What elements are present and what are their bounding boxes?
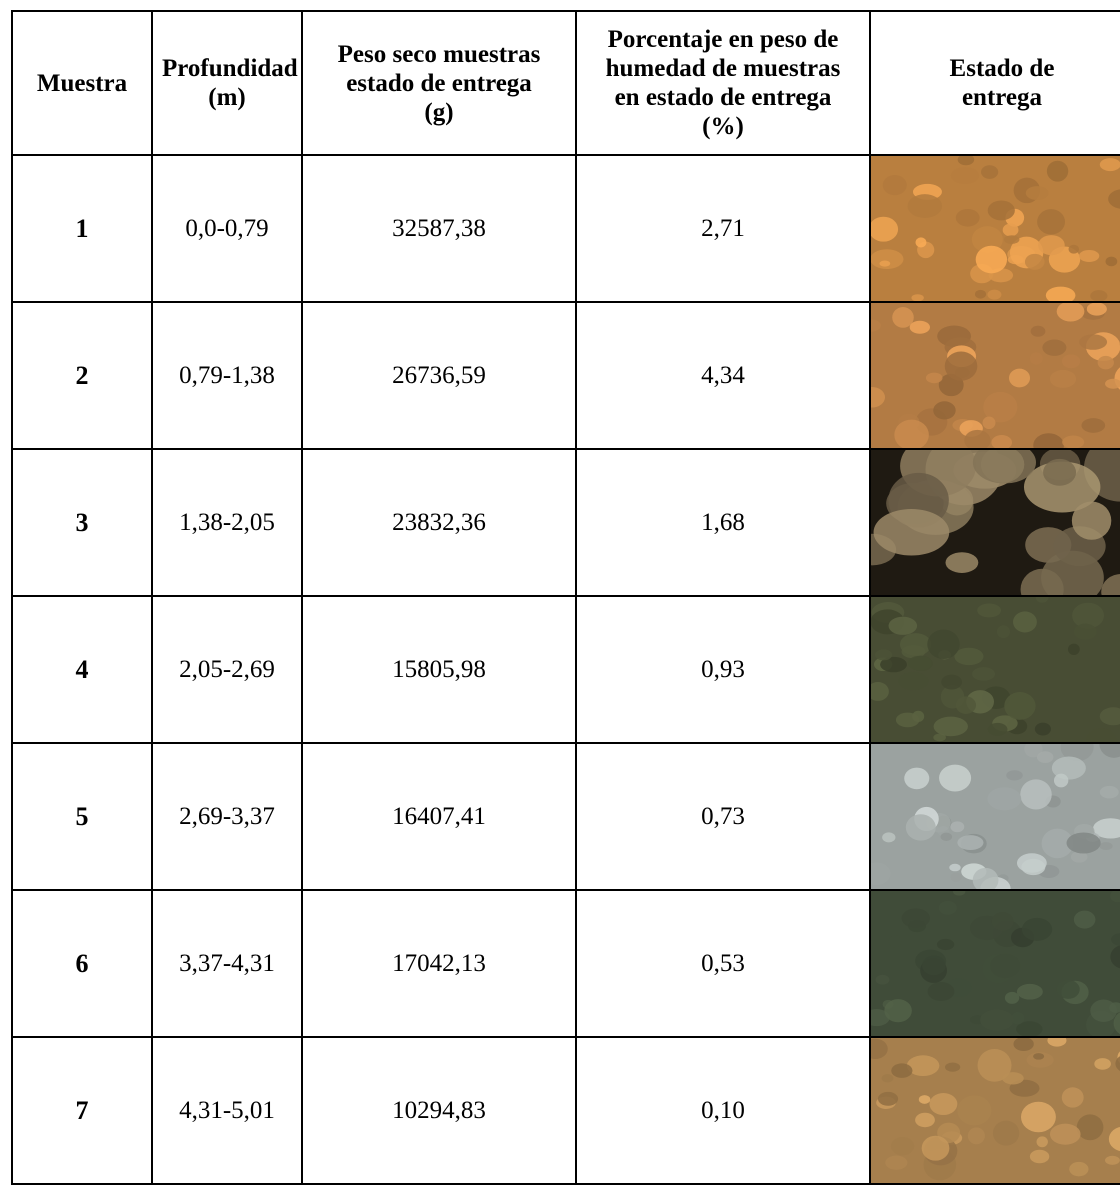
sample-photo-cell	[869, 301, 1120, 450]
table-row: 2 0,79-1,38 26736,59 4,34	[11, 301, 1120, 450]
sample-photo-cell	[869, 1036, 1120, 1185]
soil-texture	[872, 451, 1120, 594]
dry-weight-cell: 10294,83	[301, 1036, 577, 1185]
soil-texture	[872, 892, 1120, 1035]
sample-photo	[872, 598, 1120, 741]
dry-weight-cell: 26736,59	[301, 301, 577, 450]
sample-photo	[872, 745, 1120, 888]
header-estado-text: Estado de entrega	[949, 55, 1055, 111]
table-row: 4 2,05-2,69 15805,98 0,93	[11, 595, 1120, 744]
moisture-percent-cell: 1,68	[575, 448, 871, 597]
soil-texture	[872, 304, 1120, 447]
sample-number-cell: 3	[11, 448, 153, 597]
header-muestra: Muestra	[11, 10, 153, 156]
sample-number-cell: 4	[11, 595, 153, 744]
sample-photo-cell	[869, 595, 1120, 744]
table-row: 3 1,38-2,05 23832,36 1,68	[11, 448, 1120, 597]
depth-cell: 3,37-4,31	[151, 889, 303, 1038]
header-porcentaje: Porcentaje en peso de humedad de muestra…	[575, 10, 871, 156]
sample-photo-cell	[869, 448, 1120, 597]
moisture-percent-cell: 4,34	[575, 301, 871, 450]
moisture-percent-cell: 0,93	[575, 595, 871, 744]
table-row: 6 3,37-4,31 17042,13 0,53	[11, 889, 1120, 1038]
header-profundidad-text: Profundidad (m)	[162, 55, 298, 111]
sample-photo	[872, 304, 1120, 447]
moisture-percent-cell: 0,73	[575, 742, 871, 891]
header-estado: Estado de entrega	[869, 10, 1120, 156]
depth-cell: 0,0-0,79	[151, 154, 303, 303]
sample-photo	[872, 892, 1120, 1035]
sample-photo-cell	[869, 889, 1120, 1038]
sample-number-cell: 6	[11, 889, 153, 1038]
depth-cell: 4,31-5,01	[151, 1036, 303, 1185]
moisture-percent-cell: 0,10	[575, 1036, 871, 1185]
sample-photo-cell	[869, 154, 1120, 303]
sample-photo	[872, 1039, 1120, 1182]
depth-cell: 2,69-3,37	[151, 742, 303, 891]
samples-table: Muestra Profundidad (m) Peso seco muestr…	[11, 10, 1120, 1185]
dry-weight-cell: 17042,13	[301, 889, 577, 1038]
header-profundidad: Profundidad (m)	[151, 10, 303, 156]
depth-cell: 1,38-2,05	[151, 448, 303, 597]
sample-number-cell: 2	[11, 301, 153, 450]
depth-cell: 0,79-1,38	[151, 301, 303, 450]
soil-texture	[872, 1039, 1120, 1182]
dry-weight-cell: 15805,98	[301, 595, 577, 744]
sample-photo	[872, 451, 1120, 594]
soil-texture	[872, 157, 1120, 300]
moisture-percent-cell: 0,53	[575, 889, 871, 1038]
table-row: 7 4,31-5,01 10294,83 0,10	[11, 1036, 1120, 1185]
header-peso-seco-text: Peso seco muestras estado de entrega (g)	[337, 40, 541, 126]
sample-photo-cell	[869, 742, 1120, 891]
sample-number-cell: 1	[11, 154, 153, 303]
soil-texture	[872, 598, 1120, 741]
soil-texture	[872, 745, 1120, 888]
moisture-percent-cell: 2,71	[575, 154, 871, 303]
sample-number-cell: 7	[11, 1036, 153, 1185]
depth-cell: 2,05-2,69	[151, 595, 303, 744]
header-porcentaje-text: Porcentaje en peso de humedad de muestra…	[605, 26, 841, 140]
dry-weight-cell: 23832,36	[301, 448, 577, 597]
dry-weight-cell: 16407,41	[301, 742, 577, 891]
table-row: 5 2,69-3,37 16407,41 0,73	[11, 742, 1120, 891]
sample-photo	[872, 157, 1120, 300]
header-row: Muestra Profundidad (m) Peso seco muestr…	[11, 10, 1120, 156]
dry-weight-cell: 32587,38	[301, 154, 577, 303]
sample-number-cell: 5	[11, 742, 153, 891]
header-peso-seco: Peso seco muestras estado de entrega (g)	[301, 10, 577, 156]
table-row: 1 0,0-0,79 32587,38 2,71	[11, 154, 1120, 303]
